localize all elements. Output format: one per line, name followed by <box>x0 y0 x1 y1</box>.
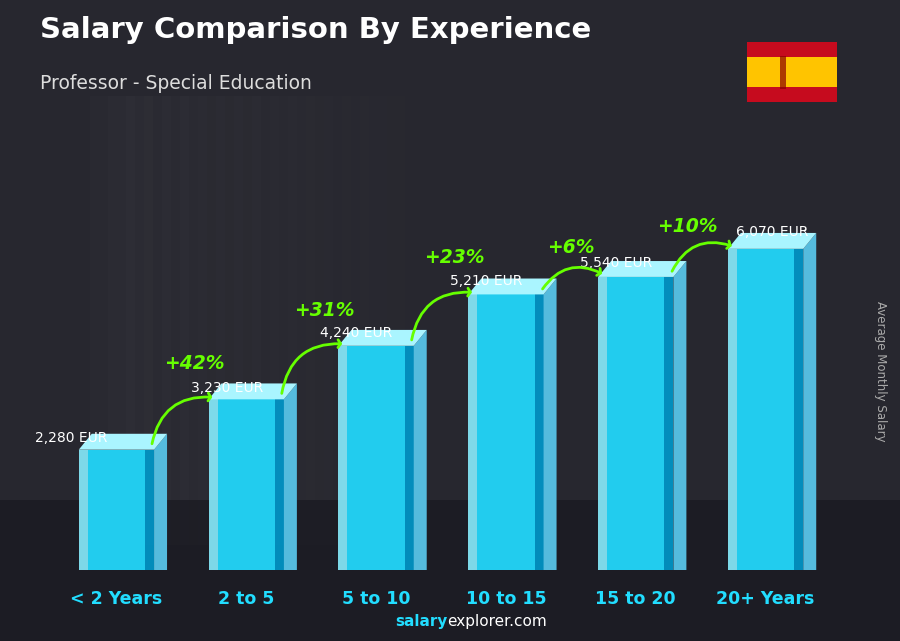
Bar <box>324 96 369 545</box>
Bar <box>270 96 315 545</box>
Text: +23%: +23% <box>424 248 484 267</box>
Bar <box>535 294 544 570</box>
Polygon shape <box>673 261 687 570</box>
Bar <box>306 96 351 545</box>
Text: 5,540 EUR: 5,540 EUR <box>580 256 652 270</box>
Text: 2,280 EUR: 2,280 EUR <box>35 431 107 445</box>
Bar <box>79 450 88 570</box>
Text: +31%: +31% <box>294 301 355 320</box>
Bar <box>477 294 535 570</box>
Bar <box>144 96 189 545</box>
Bar <box>338 345 347 570</box>
Bar <box>664 277 673 570</box>
Polygon shape <box>338 330 427 345</box>
Polygon shape <box>79 434 167 450</box>
Bar <box>405 345 414 570</box>
Bar <box>396 96 441 545</box>
Text: Average Monthly Salary: Average Monthly Salary <box>874 301 886 442</box>
Text: Salary Comparison By Experience: Salary Comparison By Experience <box>40 16 592 44</box>
Bar <box>90 96 135 545</box>
Bar <box>126 96 171 545</box>
Text: +6%: +6% <box>547 238 595 257</box>
Bar <box>608 277 664 570</box>
Bar <box>780 56 786 88</box>
Bar <box>108 96 153 545</box>
Bar <box>145 450 154 570</box>
Text: 4,240 EUR: 4,240 EUR <box>320 326 392 340</box>
Bar <box>432 96 477 545</box>
Text: +10%: +10% <box>657 217 718 235</box>
Bar <box>288 96 333 545</box>
Bar <box>728 249 737 570</box>
Bar <box>0 500 900 641</box>
Bar <box>209 399 218 570</box>
Polygon shape <box>598 261 687 277</box>
Bar <box>274 399 284 570</box>
Bar <box>794 249 803 570</box>
Bar <box>180 96 225 545</box>
Polygon shape <box>154 434 167 570</box>
Bar <box>747 57 837 87</box>
Bar <box>598 277 608 570</box>
Polygon shape <box>468 279 556 294</box>
Polygon shape <box>544 279 556 570</box>
Polygon shape <box>728 233 816 249</box>
Bar <box>216 96 261 545</box>
Bar <box>468 294 477 570</box>
Bar <box>234 96 279 545</box>
Bar <box>737 249 794 570</box>
Text: salary: salary <box>395 615 447 629</box>
Bar <box>378 96 423 545</box>
Text: 5,210 EUR: 5,210 EUR <box>450 274 523 288</box>
Bar <box>162 96 207 545</box>
Text: Professor - Special Education: Professor - Special Education <box>40 74 312 93</box>
Polygon shape <box>414 330 427 570</box>
Bar <box>198 96 243 545</box>
Bar <box>360 96 405 545</box>
Bar <box>414 96 459 545</box>
Bar <box>252 96 297 545</box>
Bar <box>88 450 145 570</box>
Text: 3,230 EUR: 3,230 EUR <box>191 381 263 395</box>
Bar <box>218 399 274 570</box>
Bar <box>342 96 387 545</box>
Text: +42%: +42% <box>164 354 225 373</box>
Polygon shape <box>803 233 816 570</box>
Polygon shape <box>209 383 297 399</box>
Polygon shape <box>284 383 297 570</box>
Text: 6,070 EUR: 6,070 EUR <box>736 225 808 239</box>
Text: explorer.com: explorer.com <box>447 615 547 629</box>
Bar <box>347 345 405 570</box>
